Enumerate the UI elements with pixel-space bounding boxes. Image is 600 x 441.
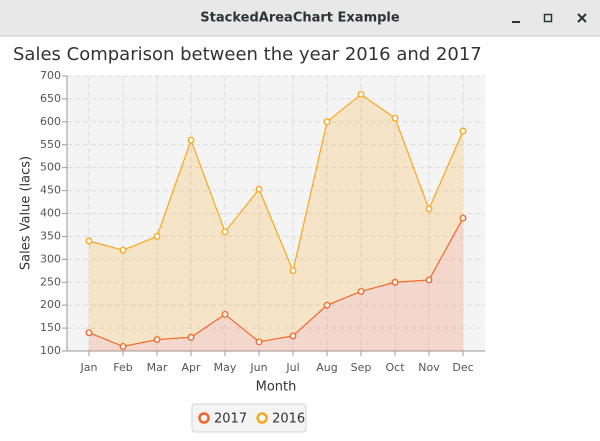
close-button[interactable] (574, 10, 590, 26)
data-point (153, 232, 161, 240)
data-point (425, 276, 433, 284)
y-tick-label: 200 (40, 298, 61, 311)
x-tick-label: Sep (351, 361, 372, 374)
data-point (289, 332, 297, 340)
y-tick-label: 150 (40, 321, 61, 334)
x-axis-title: Month (256, 380, 297, 395)
legend-label: 2017 (214, 412, 247, 427)
y-tick-label: 450 (40, 184, 61, 197)
x-tick-label: Apr (181, 361, 201, 374)
data-point (85, 329, 93, 337)
data-point (221, 228, 229, 236)
y-tick-label: 400 (40, 207, 61, 220)
x-tick-label: Nov (418, 361, 440, 374)
data-point (221, 310, 229, 318)
area-line (88, 217, 464, 348)
y-tick-label: 650 (40, 92, 61, 105)
data-point (425, 205, 433, 213)
legend-symbol (256, 412, 268, 424)
title-bar (0, 0, 600, 36)
data-point (289, 267, 297, 275)
minimize-button[interactable] (508, 10, 524, 26)
x-tick-label: Oct (385, 361, 405, 374)
data-point (357, 90, 365, 98)
legend (191, 403, 307, 433)
data-point (153, 336, 161, 343)
y-tick-label: 600 (40, 115, 61, 128)
data-point (391, 278, 399, 286)
data-point (187, 333, 195, 341)
y-tick-label: 350 (40, 229, 61, 242)
x-tick-label: Jun (249, 361, 267, 374)
data-point (255, 338, 263, 346)
data-point (391, 114, 399, 122)
x-tick-label: Feb (113, 361, 132, 374)
legend-symbol (198, 412, 210, 424)
x-tick-label: Jan (80, 361, 98, 374)
data-point (85, 237, 93, 245)
data-point (119, 342, 127, 350)
x-tick-label: Dec (452, 361, 473, 374)
data-point (119, 246, 127, 254)
y-tick-label: 100 (40, 344, 61, 357)
area-line (88, 93, 464, 273)
data-point (459, 127, 467, 135)
maximize-button[interactable] (540, 10, 556, 26)
data-point (459, 214, 467, 222)
x-tick-label: Jul (285, 361, 299, 374)
legend-label: 2016 (272, 412, 305, 427)
data-point (357, 287, 365, 295)
x-tick-label: May (214, 361, 237, 374)
y-tick-label: 550 (40, 138, 61, 151)
area-fill (89, 94, 463, 347)
y-tick-label: 250 (40, 275, 61, 288)
data-point (323, 301, 331, 309)
window-title: StackedAreaChart Example (200, 11, 400, 26)
y-axis-title: Sales Value (lacs) (19, 156, 34, 270)
chart-title: Sales Comparison between the year 2016 a… (13, 44, 482, 65)
x-tick-label: Aug (316, 361, 337, 374)
y-tick-label: 700 (40, 69, 61, 82)
area-fill (89, 218, 463, 351)
data-point (323, 118, 331, 126)
y-tick-label: 500 (40, 161, 61, 174)
y-tick-label: 300 (40, 252, 61, 265)
x-tick-label: Mar (147, 361, 168, 374)
data-point (187, 136, 195, 144)
data-point (255, 185, 263, 193)
